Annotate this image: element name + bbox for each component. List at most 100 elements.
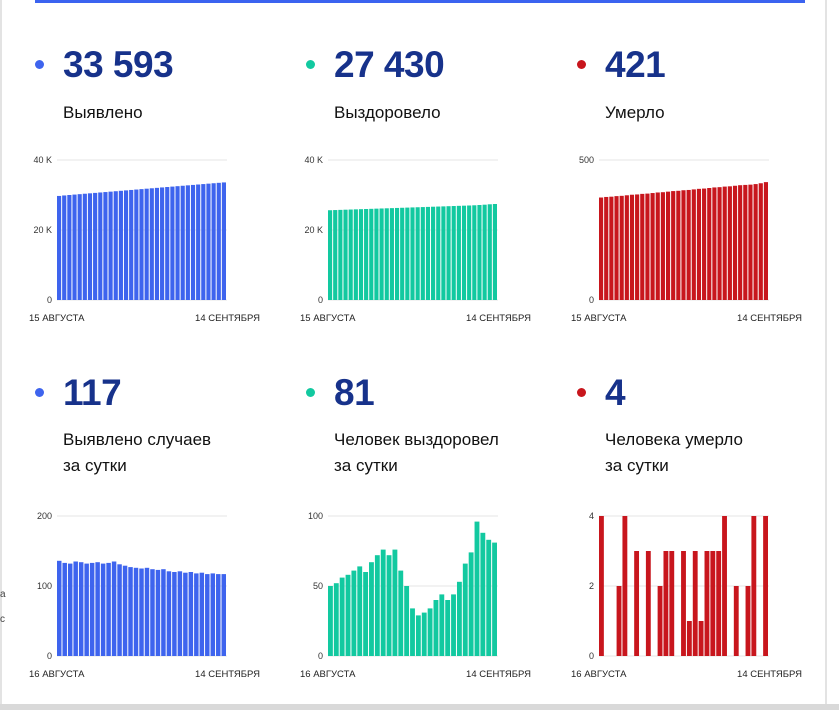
bar	[216, 574, 221, 656]
bar	[425, 206, 431, 300]
bar	[111, 561, 117, 656]
stat-value: 27 430	[334, 44, 445, 85]
bar	[379, 208, 384, 300]
stat-label-line: Выявлено	[63, 103, 143, 122]
bar	[144, 188, 149, 300]
bar	[616, 586, 622, 656]
bar	[446, 206, 451, 300]
bar	[328, 586, 333, 656]
bar	[492, 542, 497, 656]
bar	[394, 207, 400, 300]
bar	[751, 516, 757, 656]
bar	[201, 184, 206, 300]
bar	[710, 551, 716, 656]
bar	[468, 552, 474, 656]
bar	[129, 189, 134, 300]
stray-text-2: с	[0, 614, 5, 625]
bar	[72, 194, 77, 300]
bar	[348, 209, 353, 300]
bar	[415, 207, 420, 300]
bar	[404, 586, 410, 656]
stat-label-line: Человека умерло	[605, 430, 743, 449]
bar	[433, 600, 439, 656]
y-tick-label: 4	[589, 511, 594, 521]
stat-label-line: Умерло	[605, 103, 665, 122]
x-tick-label: 14 СЕНТЯБРЯ	[195, 313, 260, 324]
bar	[702, 188, 707, 300]
bar	[384, 208, 389, 300]
bar	[722, 186, 727, 300]
bar	[669, 551, 675, 656]
left-window-edge	[0, 0, 2, 706]
bar	[369, 208, 374, 300]
chart-daily-detected: 0 100 200 16 АВГУСТА 14 СЕНТЯБРЯ	[29, 511, 260, 680]
x-tick-label: 14 СЕНТЯБРЯ	[737, 669, 802, 680]
stat-value: 81	[334, 372, 375, 413]
top-accent-line	[35, 0, 805, 3]
bar	[398, 570, 404, 656]
bar	[686, 621, 692, 656]
bar	[221, 574, 226, 656]
bar	[221, 182, 226, 300]
bar	[492, 204, 497, 300]
y-tick-label: 50	[313, 581, 323, 591]
bar	[461, 205, 467, 300]
stat-label-line: за сутки	[334, 456, 398, 475]
bar	[123, 190, 129, 300]
bar	[758, 183, 763, 300]
stat-card-daily-detected: 117 Выявлено случаев за сутки 0 100 200 16 …	[29, 368, 305, 713]
x-tick-label: 16 АВГУСТА	[300, 669, 356, 680]
bar	[657, 586, 663, 656]
color-dot	[306, 388, 315, 397]
x-tick-label: 14 СЕНТЯБРЯ	[737, 313, 802, 324]
bar	[748, 184, 753, 300]
bar	[660, 192, 665, 300]
bar	[704, 551, 710, 656]
stat-value: 4	[605, 372, 626, 413]
x-tick-label: 15 АВГУСТА	[29, 313, 85, 324]
color-dot	[577, 60, 586, 69]
bar	[763, 516, 768, 656]
bar	[364, 209, 369, 300]
stray-text-1: а	[0, 589, 6, 600]
bar	[410, 608, 415, 656]
bar	[165, 187, 170, 300]
bar	[100, 563, 106, 656]
bar	[456, 205, 461, 300]
y-tick-label: 0	[318, 295, 323, 305]
bar	[441, 206, 446, 301]
bar	[645, 551, 651, 656]
bar	[629, 194, 635, 300]
bar	[188, 572, 194, 656]
stat-card-recovered: 27 430 Выздоровело 0 20 K 40 K 15 АВГУСТА 14…	[300, 40, 576, 385]
bar	[386, 555, 392, 656]
bar	[333, 210, 338, 300]
bar	[95, 562, 100, 656]
y-tick-label: 100	[308, 511, 323, 521]
y-tick-label: 200	[37, 511, 52, 521]
bar	[698, 621, 704, 656]
bar	[98, 192, 103, 300]
bar	[351, 570, 357, 656]
bar	[118, 190, 123, 300]
bar	[645, 193, 650, 300]
y-tick-label: 0	[589, 651, 594, 661]
bar	[62, 195, 67, 300]
bar	[369, 562, 374, 656]
bar	[477, 205, 482, 300]
bar	[144, 567, 150, 656]
bar	[681, 551, 686, 656]
bar	[763, 182, 768, 300]
stat-card-daily-recovered: 81 Человек выздоровел за сутки 0 50 100 16 …	[300, 368, 576, 713]
bar	[650, 193, 655, 300]
bar	[77, 194, 82, 300]
y-tick-label: 0	[318, 651, 323, 661]
bar	[392, 549, 398, 656]
x-tick-label: 16 АВГУСТА	[29, 669, 85, 680]
bar	[128, 567, 133, 656]
bar	[73, 561, 78, 656]
bar	[380, 549, 386, 656]
x-tick-label: 14 СЕНТЯБРЯ	[466, 313, 531, 324]
bar	[57, 195, 62, 300]
bar	[733, 586, 739, 656]
